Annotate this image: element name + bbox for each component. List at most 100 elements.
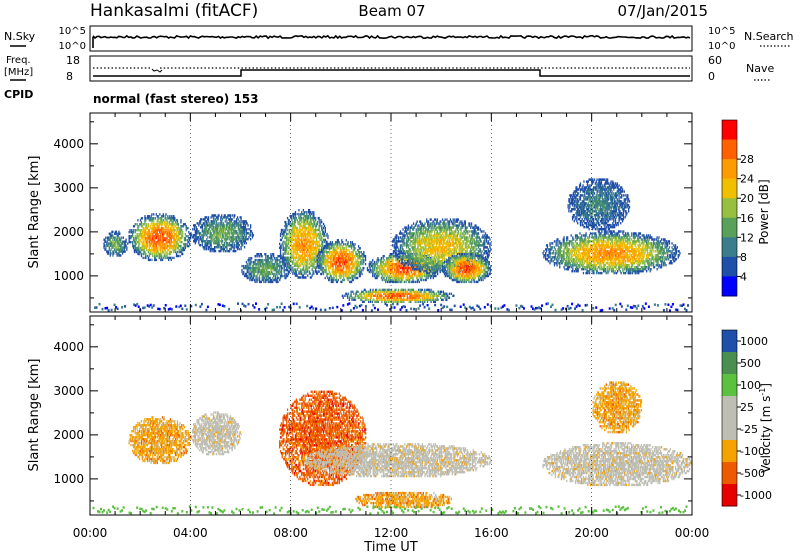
echo-cell: [343, 249, 345, 252]
echo-cell: [286, 258, 289, 261]
echo-cell: [230, 247, 232, 251]
echo-cell: [157, 252, 159, 256]
echo-cell: [322, 255, 325, 258]
echo-cell: [288, 222, 290, 226]
echo-cell: [145, 236, 147, 240]
echo-cell: [412, 256, 414, 259]
echo-cell: [141, 231, 143, 234]
echo-cell: [440, 298, 443, 301]
echo-cell: [324, 268, 326, 272]
echo-cell: [352, 290, 354, 293]
echo-cell: [314, 256, 316, 259]
echo-cell: [418, 292, 420, 295]
echo-cell: [236, 224, 238, 227]
echo-cell: [155, 223, 157, 226]
echo-cell: [302, 276, 304, 279]
echo-cell: [160, 254, 162, 258]
echo-cell: [154, 250, 156, 254]
echo-cell: [303, 240, 305, 244]
echo-cell: [373, 266, 376, 270]
echo-cell: [260, 268, 262, 272]
echo-cell: [265, 255, 267, 258]
echo-cell: [423, 254, 425, 257]
echo-cell: [398, 270, 400, 274]
echo-cell: [357, 251, 360, 254]
echo-cell: [234, 246, 236, 249]
echo-cell: [420, 232, 423, 235]
echo-cell: [183, 238, 186, 242]
echo-cell: [317, 216, 319, 220]
echo-cell: [345, 272, 347, 276]
echo-cell: [270, 253, 272, 256]
echo-cell: [226, 228, 228, 231]
echo-cell: [385, 278, 387, 282]
echo-cell: [421, 238, 423, 241]
echo-cell: [399, 262, 401, 266]
echo-cell: [285, 252, 287, 255]
echo-cell: [158, 235, 160, 238]
echo-cell: [230, 228, 232, 231]
echo-cell: [314, 266, 316, 269]
echo-cell: [283, 264, 285, 267]
echo-cell: [293, 256, 296, 259]
echo-cell: [303, 244, 305, 247]
echo-cell: [195, 238, 197, 241]
echo-cell: [211, 249, 213, 253]
echo-cell: [248, 266, 250, 270]
echo-cell: [364, 296, 366, 299]
echo-cell: [383, 255, 385, 258]
echo-cell: [348, 276, 350, 280]
echo-cell: [287, 262, 290, 265]
echo-cell: [413, 292, 415, 295]
echo-cell: [395, 254, 397, 257]
echo-cell: [144, 236, 146, 240]
echo-cell: [376, 266, 378, 270]
echo-cell: [255, 268, 257, 272]
echo-cell: [312, 246, 314, 249]
echo-cell: [438, 294, 440, 297]
echo-cell: [372, 294, 374, 297]
echo-cell: [286, 244, 289, 247]
echo-cell: [285, 256, 287, 259]
echo-cell: [293, 222, 296, 226]
echo-cell: [155, 244, 157, 248]
echo-cell: [391, 264, 393, 268]
echo-cell: [230, 240, 232, 243]
echo-cell: [155, 227, 157, 230]
echo-cell: [417, 240, 419, 243]
echo-cell: [315, 248, 318, 251]
echo-cell: [290, 238, 292, 242]
echo-cell: [155, 254, 157, 258]
echo-cell: [292, 266, 294, 269]
echo-cell: [421, 276, 423, 280]
echo-cell: [430, 300, 432, 303]
echo-cell: [361, 290, 363, 293]
station-title: Hankasalmi (fitACF): [90, 1, 258, 21]
echo-cell: [293, 272, 296, 275]
echo-cell: [337, 255, 339, 258]
echo-cell: [363, 260, 365, 264]
echo-cell: [222, 230, 225, 233]
echo-cell: [149, 235, 151, 238]
echo-cell: [293, 232, 296, 236]
echo-cell: [148, 254, 150, 258]
echo-cell: [229, 236, 232, 239]
echo-cell: [252, 264, 255, 268]
echo-cell: [232, 246, 234, 249]
echo-cell: [150, 215, 152, 218]
echo-cell: [290, 258, 292, 261]
echo-cell: [257, 260, 259, 264]
echo-cell: [318, 244, 320, 247]
echo-cell: [426, 294, 429, 297]
echo-cell: [324, 238, 326, 242]
echo-cell: [335, 270, 338, 274]
echo-cell: [292, 272, 294, 275]
echo-cell: [307, 270, 309, 273]
echo-cell: [313, 264, 315, 267]
echo-cell: [172, 221, 174, 224]
echo-cell: [164, 225, 166, 228]
echo-cell: [434, 274, 436, 278]
echo-cell: [315, 242, 318, 246]
echo-cell: [342, 245, 344, 248]
echo-cell: [188, 240, 190, 244]
